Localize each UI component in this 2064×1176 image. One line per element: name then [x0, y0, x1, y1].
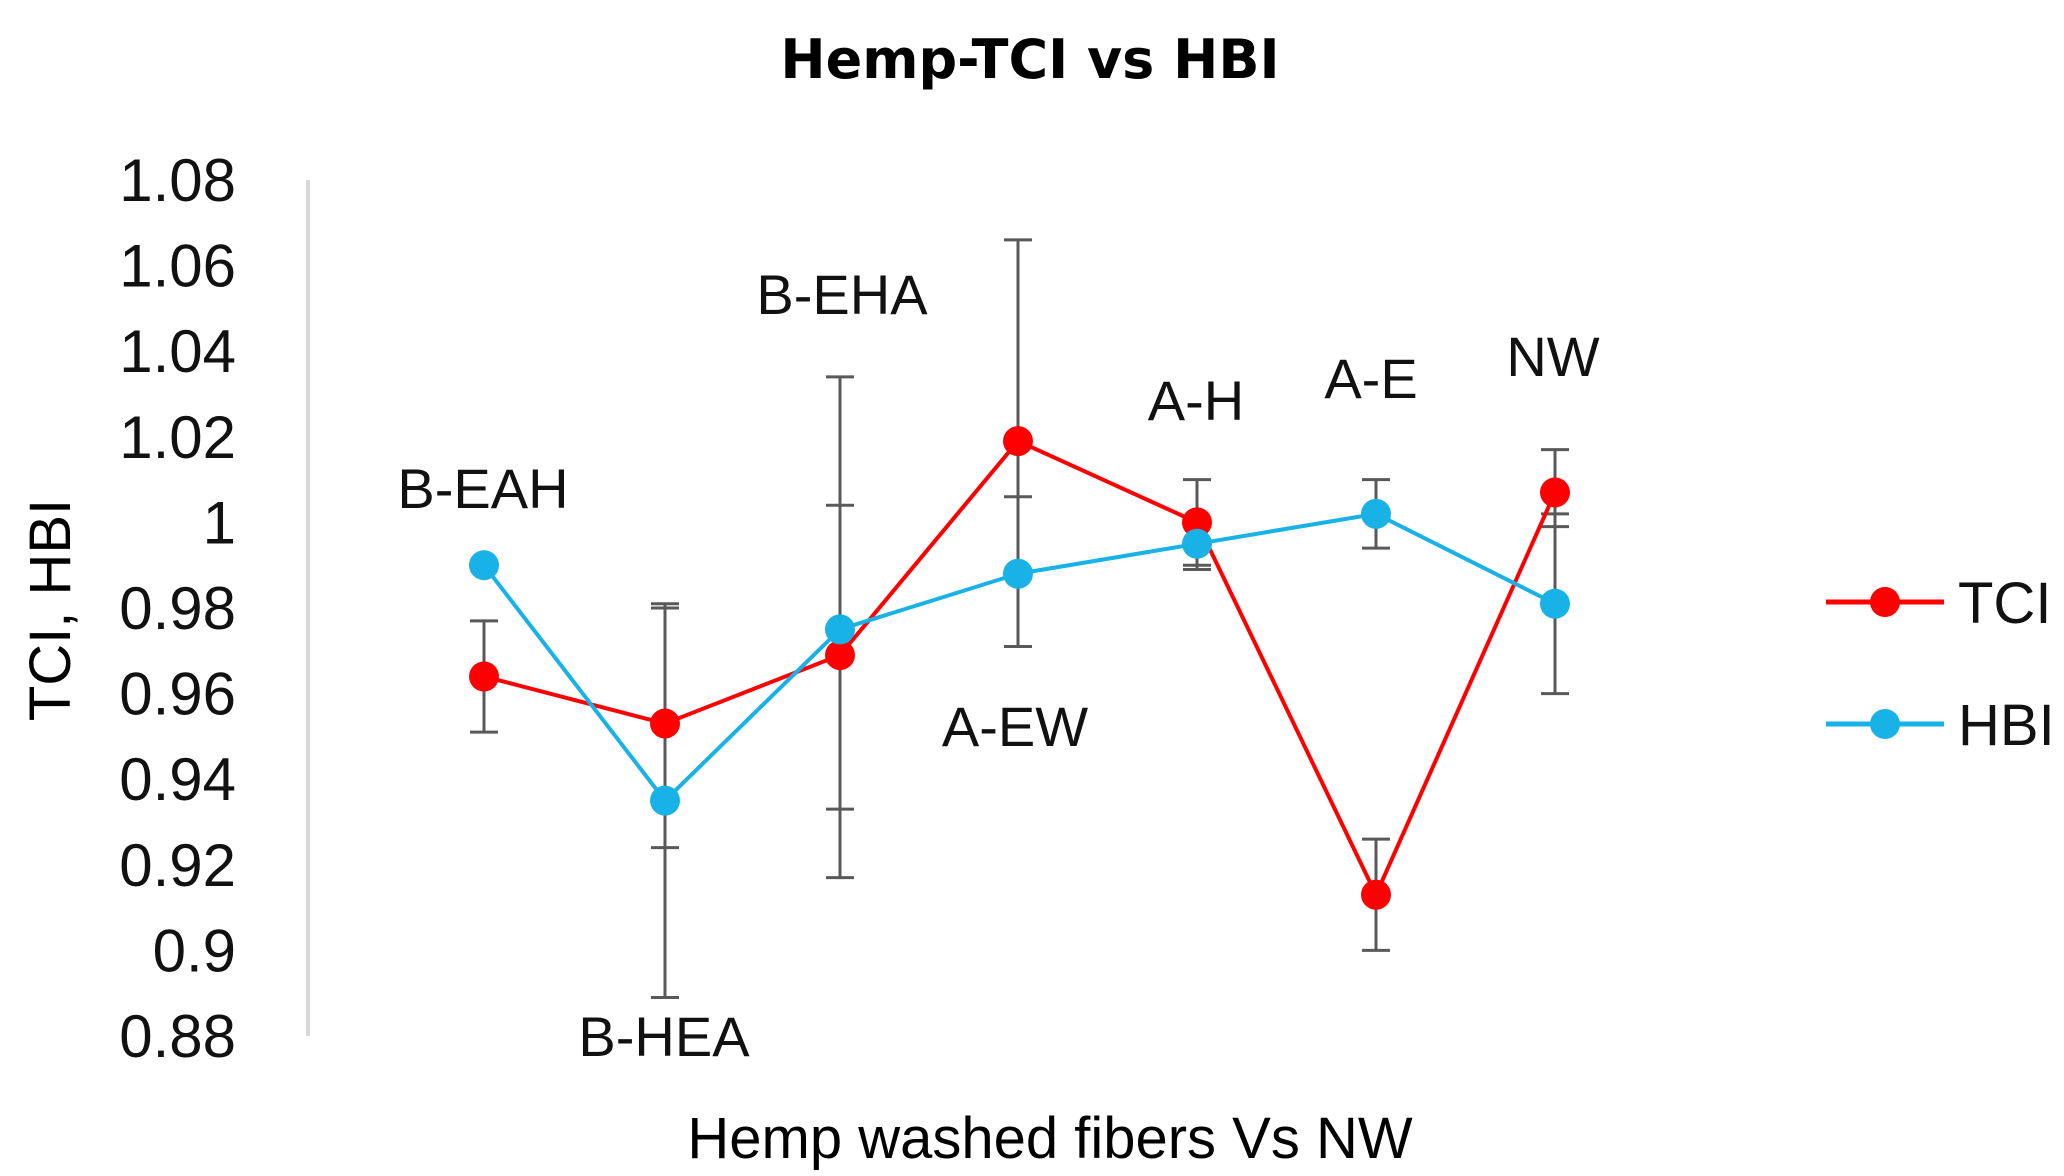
- data-point-tci: [1003, 426, 1033, 457]
- data-point-tci: [1361, 879, 1391, 910]
- y-tick-label: 1.04: [119, 318, 236, 385]
- data-point-hbi: [825, 614, 855, 645]
- y-tick-label: 1.02: [119, 404, 236, 471]
- y-tick-label: 0.98: [119, 575, 236, 642]
- data-point-hbi: [469, 550, 499, 581]
- y-tick-label: 0.9: [153, 917, 236, 984]
- category-label: B-EHA: [756, 263, 928, 326]
- y-tick-label: 0.92: [119, 832, 236, 899]
- y-axis-label: TCI, HBI: [18, 499, 83, 721]
- legend-label-tci: TCI: [1958, 571, 2051, 636]
- data-point-tci: [650, 708, 680, 739]
- y-tick-label: 1.08: [119, 147, 236, 214]
- category-label: A-EW: [942, 695, 1088, 758]
- y-tick-label: 0.94: [119, 746, 236, 813]
- chart-title: Hemp-TCI vs HBI: [780, 28, 1279, 91]
- x-axis-label: Hemp washed fibers Vs NW: [687, 1106, 1412, 1171]
- legend-marker-tci: [1870, 587, 1900, 617]
- category-label: B-HEA: [578, 1005, 750, 1068]
- data-point-hbi: [1182, 528, 1212, 559]
- legend-label-hbi: HBI: [1958, 693, 2055, 758]
- category-label: B-EAH: [397, 457, 568, 520]
- category-label: NW: [1506, 325, 1599, 388]
- y-tick-label: 1: [203, 489, 236, 556]
- data-point-tci: [1540, 477, 1570, 508]
- data-point-tci: [469, 661, 499, 692]
- data-points: [469, 426, 1570, 910]
- category-label: A-E: [1324, 347, 1417, 410]
- y-tick-label: 1.06: [119, 233, 236, 300]
- category-label: A-H: [1148, 369, 1244, 432]
- data-point-tci: [1182, 507, 1212, 538]
- y-tick-label: 0.96: [119, 661, 236, 728]
- legend-marker-hbi: [1870, 709, 1900, 739]
- y-tick-labels: 1.08 1.06 1.04 1.02 1 0.98 0.96 0.94 0.92 0.9 0.88: [119, 147, 236, 1070]
- data-point-hbi: [1361, 498, 1391, 529]
- data-point-hbi: [650, 785, 680, 816]
- data-point-hbi: [1540, 588, 1570, 619]
- y-tick-label: 0.88: [119, 1003, 236, 1070]
- legend: TCI HBI: [1826, 571, 2055, 758]
- data-point-hbi: [1003, 558, 1033, 589]
- data-point-tci: [825, 640, 855, 671]
- category-labels: B-EAH B-HEA B-EHA A-EW A-H A-E NW: [397, 263, 1599, 1068]
